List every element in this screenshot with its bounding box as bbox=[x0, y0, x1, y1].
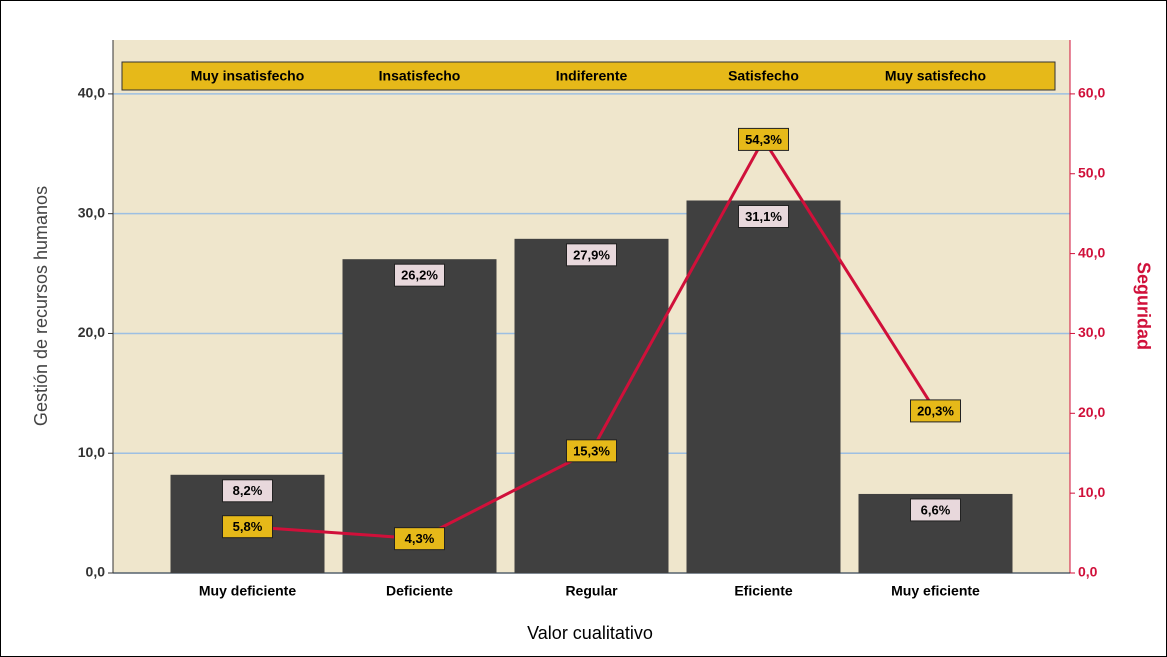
top-band bbox=[121, 61, 1056, 91]
value-label-box bbox=[910, 498, 961, 522]
bar bbox=[686, 200, 841, 573]
y2-tick-label: 50,0 bbox=[1078, 164, 1105, 180]
value-label-box bbox=[394, 527, 445, 551]
y2-tick-label: 20,0 bbox=[1078, 404, 1105, 420]
value-label-box bbox=[222, 515, 273, 539]
value-label: 5,8% bbox=[233, 519, 263, 534]
bar bbox=[514, 238, 669, 573]
value-label-box bbox=[910, 399, 961, 423]
value-label: 8,2% bbox=[233, 483, 263, 498]
y-axis-title: Gestión de recursos humanos bbox=[31, 186, 51, 426]
top-category-label: Insatisfecho bbox=[379, 68, 461, 84]
value-label-box bbox=[222, 479, 273, 503]
y2-axis-title: Seguridad bbox=[1133, 262, 1153, 350]
y2-tick-label: 40,0 bbox=[1078, 244, 1105, 260]
x-tick-label: Muy eficiente bbox=[891, 583, 980, 599]
y2-tick-label: 10,0 bbox=[1078, 484, 1105, 500]
y2-tick-label: 30,0 bbox=[1078, 324, 1105, 340]
value-label-box bbox=[566, 439, 617, 463]
top-category-label: Indiferente bbox=[556, 68, 628, 84]
value-label: 54,3% bbox=[745, 132, 782, 147]
value-label-box bbox=[738, 204, 789, 228]
value-label: 15,3% bbox=[573, 443, 610, 458]
value-label: 27,9% bbox=[573, 247, 610, 262]
bar bbox=[342, 259, 497, 573]
y2-tick-label: 0,0 bbox=[1078, 564, 1098, 580]
value-label: 20,3% bbox=[917, 403, 954, 418]
y-tick-label: 20,0 bbox=[78, 324, 105, 340]
x-tick-label: Eficiente bbox=[734, 583, 793, 599]
x-tick-label: Deficiente bbox=[386, 583, 453, 599]
value-label: 26,2% bbox=[401, 268, 438, 283]
y-tick-label: 0,0 bbox=[86, 564, 106, 580]
value-label: 4,3% bbox=[405, 531, 435, 546]
top-category-label: Muy insatisfecho bbox=[191, 68, 305, 84]
y-tick-label: 10,0 bbox=[78, 444, 105, 460]
value-label-box bbox=[394, 263, 445, 287]
y-tick-label: 40,0 bbox=[78, 85, 105, 101]
x-tick-label: Muy deficiente bbox=[199, 583, 296, 599]
value-label: 31,1% bbox=[745, 209, 782, 224]
value-label-box bbox=[566, 243, 617, 267]
y2-tick-label: 60,0 bbox=[1078, 85, 1105, 101]
y-tick-label: 30,0 bbox=[78, 204, 105, 220]
top-category-label: Muy satisfecho bbox=[885, 68, 986, 84]
x-axis-title: Valor cualitativo bbox=[527, 623, 653, 643]
value-label-box bbox=[738, 127, 789, 151]
top-category-label: Satisfecho bbox=[728, 68, 799, 84]
value-label: 6,6% bbox=[921, 502, 951, 517]
x-tick-label: Regular bbox=[565, 583, 618, 599]
